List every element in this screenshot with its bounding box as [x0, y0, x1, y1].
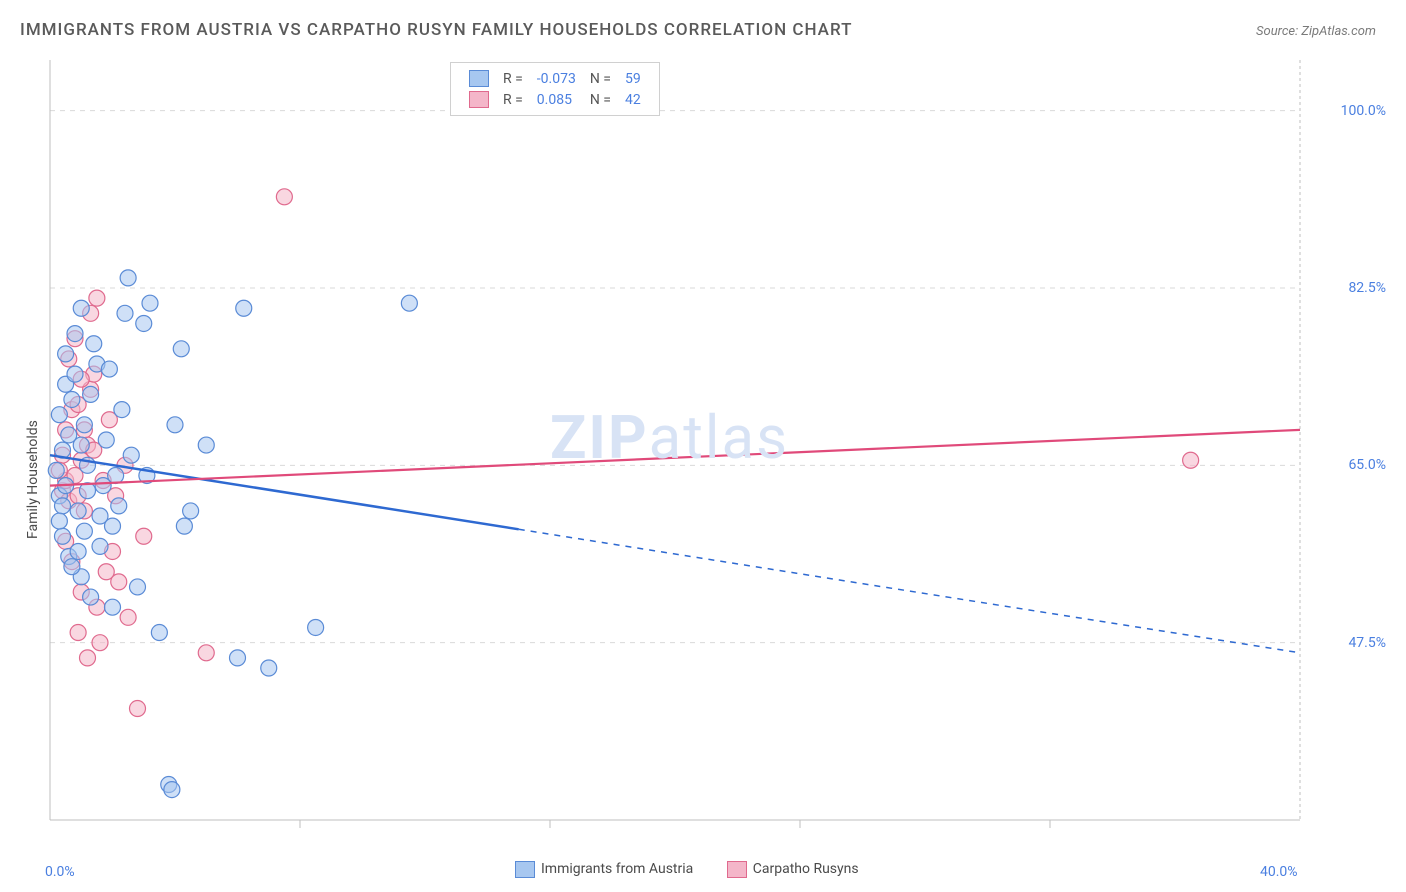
swatch-pink: [469, 91, 489, 108]
data-point: [108, 467, 124, 483]
legend-row-blue: R = -0.073 N = 59: [463, 69, 647, 88]
data-point: [111, 574, 127, 590]
data-point: [73, 300, 89, 316]
data-point: [114, 402, 130, 418]
x-tick-label-left: 0.0%: [45, 864, 75, 880]
data-point: [58, 346, 74, 362]
n-label: N =: [584, 69, 617, 88]
y-tick-label: 82.5%: [1348, 280, 1386, 296]
series-legend: Immigrants from Austria Carpatho Rusyns: [500, 861, 874, 878]
data-point: [142, 295, 158, 311]
data-point: [230, 650, 246, 666]
data-point: [86, 336, 102, 352]
data-point: [198, 645, 214, 661]
data-point: [70, 543, 86, 559]
data-point: [164, 782, 180, 798]
y-tick-label: 65.0%: [1348, 457, 1386, 473]
data-point: [130, 701, 146, 717]
correlation-legend: R = -0.073 N = 59 R = 0.085 N = 42: [450, 62, 660, 116]
data-point: [76, 417, 92, 433]
data-point: [51, 513, 67, 529]
data-point: [261, 660, 277, 676]
data-point: [55, 498, 71, 514]
data-point: [70, 503, 86, 519]
data-point: [64, 559, 80, 575]
r-value-blue: -0.073: [531, 69, 582, 88]
n-label: N =: [584, 90, 617, 109]
y-tick-label: 100.0%: [1341, 103, 1386, 119]
data-point: [130, 579, 146, 595]
data-point: [117, 305, 133, 321]
swatch-pink: [727, 861, 747, 878]
data-point: [89, 290, 105, 306]
data-point: [51, 407, 67, 423]
data-point: [83, 589, 99, 605]
n-value-pink: 42: [619, 90, 647, 109]
data-point: [1183, 452, 1199, 468]
scatter-chart: [50, 60, 1300, 820]
data-point: [136, 528, 152, 544]
data-point: [92, 538, 108, 554]
data-point: [101, 361, 117, 377]
data-point: [67, 326, 83, 342]
data-point: [176, 518, 192, 534]
data-point: [48, 462, 64, 478]
data-point: [401, 295, 417, 311]
data-point: [111, 498, 127, 514]
chart-title: IMMIGRANTS FROM AUSTRIA VS CARPATHO RUSY…: [20, 20, 852, 40]
legend-row-pink: R = 0.085 N = 42: [463, 90, 647, 109]
data-point: [67, 366, 83, 382]
source-label: Source: ZipAtlas.com: [1256, 24, 1376, 39]
data-point: [55, 528, 71, 544]
data-point: [70, 625, 86, 641]
data-point: [80, 650, 96, 666]
r-label: R =: [497, 69, 529, 88]
data-point: [76, 523, 92, 539]
regression-line: [50, 430, 1300, 486]
data-point: [64, 391, 80, 407]
data-point: [92, 635, 108, 651]
data-point: [73, 437, 89, 453]
r-label: R =: [497, 90, 529, 109]
y-tick-label: 47.5%: [1348, 635, 1386, 651]
data-point: [167, 417, 183, 433]
legend-label: Carpatho Rusyns: [753, 861, 859, 877]
y-axis-label: Family Households: [25, 420, 41, 539]
swatch-blue: [469, 70, 489, 87]
data-point: [120, 270, 136, 286]
data-point: [98, 432, 114, 448]
data-point: [308, 619, 324, 635]
data-point: [173, 341, 189, 357]
data-point: [105, 518, 121, 534]
data-point: [236, 300, 252, 316]
data-point: [151, 625, 167, 641]
x-tick-label-right: 40.0%: [1260, 864, 1298, 880]
data-point: [105, 599, 121, 615]
data-point: [120, 609, 136, 625]
data-point: [83, 386, 99, 402]
data-point: [123, 447, 139, 463]
legend-item-carpatho: Carpatho Rusyns: [727, 861, 859, 878]
regression-line-extrapolated: [519, 529, 1300, 653]
legend-item-austria: Immigrants from Austria: [515, 861, 693, 878]
swatch-blue: [515, 861, 535, 878]
data-point: [136, 315, 152, 331]
r-value-pink: 0.085: [531, 90, 582, 109]
legend-label: Immigrants from Austria: [541, 861, 693, 877]
data-point: [198, 437, 214, 453]
n-value-blue: 59: [619, 69, 647, 88]
data-point: [276, 189, 292, 205]
data-point: [183, 503, 199, 519]
